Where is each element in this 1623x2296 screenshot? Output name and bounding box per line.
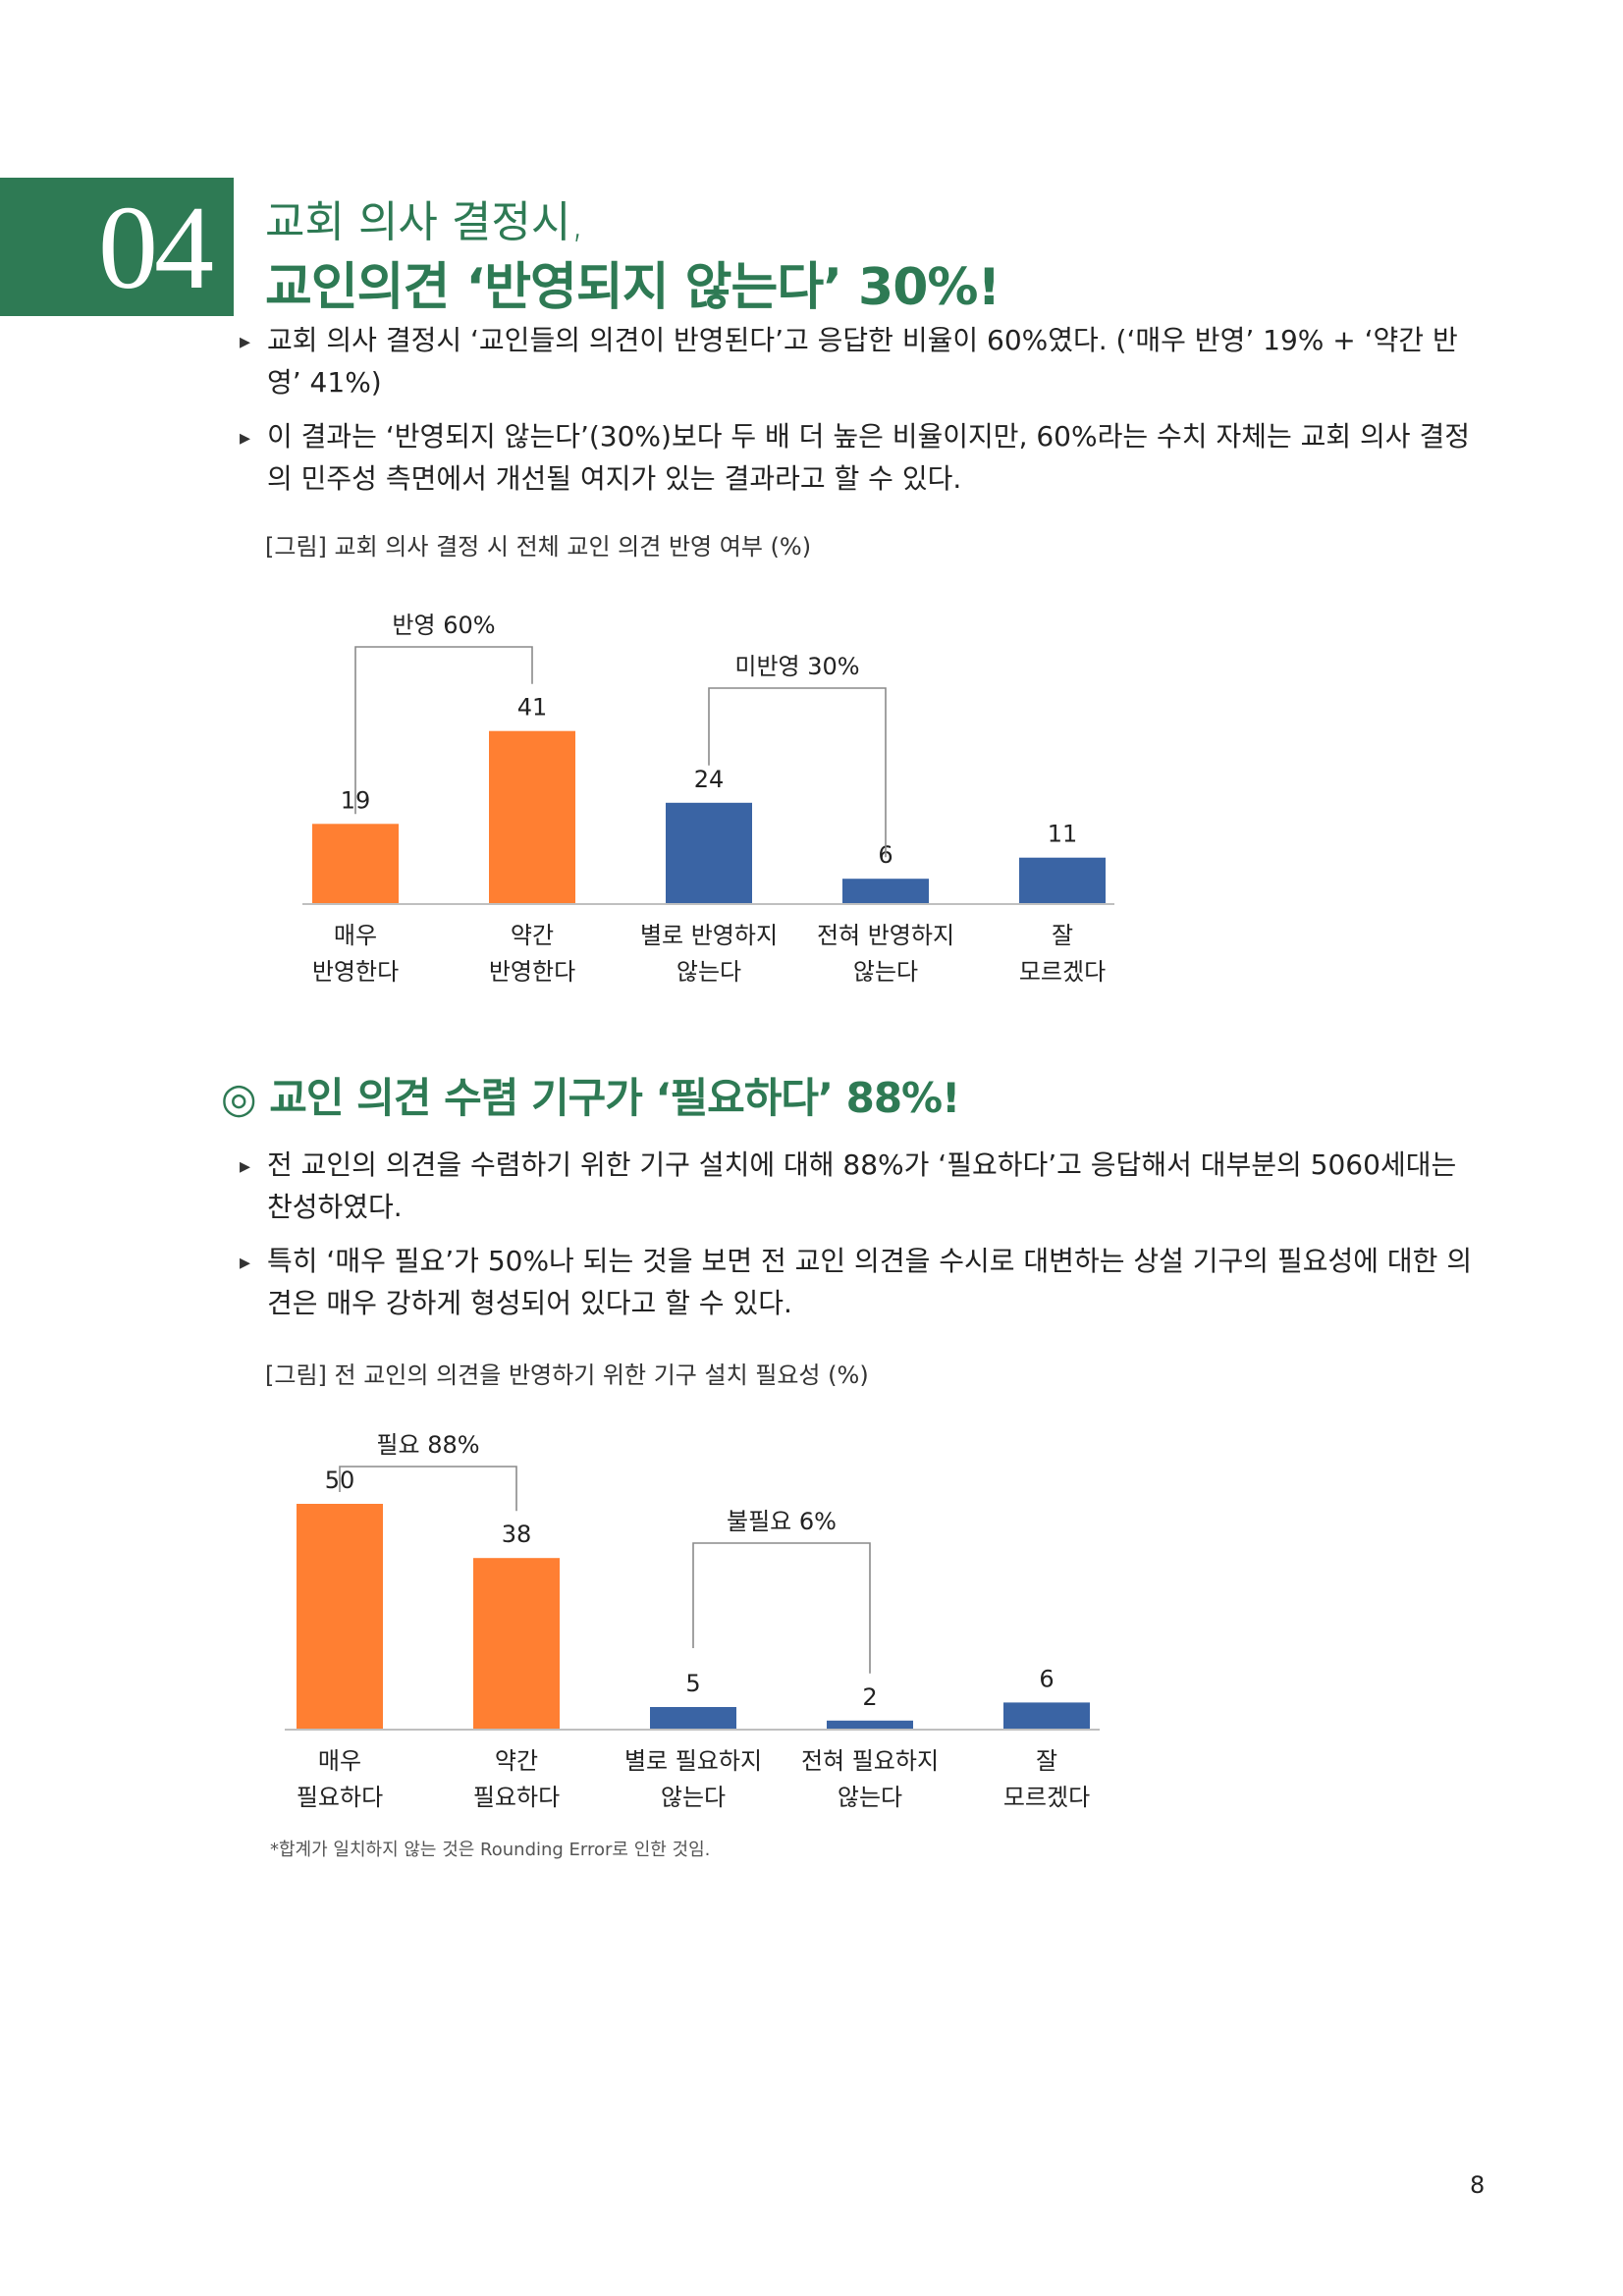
category-label: 필요하다 <box>473 1784 560 1811</box>
section-title-line1: 교회 의사 결정시, <box>265 197 585 247</box>
bullet-marker: ▸ <box>240 426 251 451</box>
chart-bar <box>842 879 929 904</box>
group-label: 반영 60% <box>392 612 495 639</box>
category-label: 모르겠다 <box>1019 958 1106 986</box>
category-label: 별로 반영하지 <box>640 922 778 949</box>
chart-caption: [그림] 전 교인의 의견을 반영하기 위한 기구 설치 필요성 (%) <box>265 1362 869 1389</box>
footnote: *합계가 일치하지 않는 것은 Rounding Error로 인한 것임. <box>270 1840 711 1860</box>
chart-bar <box>1019 857 1106 904</box>
section-title-line2: 교인의견 ‘반영되지 않는다’ 30%! <box>265 258 1001 317</box>
category-label: 매우 <box>318 1747 361 1775</box>
paragraph: 전 교인의 의견을 수렴하기 위한 기구 설치에 대해 88%가 ‘필요하다’고… <box>267 1148 1457 1223</box>
bullet-marker: ▸ <box>240 1251 251 1275</box>
category-label: 반영한다 <box>489 958 575 986</box>
chart-bar <box>312 824 399 904</box>
group-bracket <box>692 1542 871 1674</box>
bar-value-label: 24 <box>694 766 725 793</box>
category-label: 잘 <box>1052 922 1073 949</box>
category-label: 않는다 <box>661 1784 726 1811</box>
category-label: 않는다 <box>676 958 741 986</box>
chart-bar <box>489 730 575 904</box>
category-label: 매우 <box>334 922 377 949</box>
group-label: 불필요 6% <box>727 1508 837 1535</box>
category-label: 않는다 <box>853 958 918 986</box>
category-label: 모르겠다 <box>1003 1784 1090 1811</box>
category-label: 전혀 필요하지 <box>801 1747 939 1775</box>
paragraph: 이 결과는 ‘반영되지 않는다’(30%)보다 두 배 더 높은 비율이지만, … <box>267 420 1470 495</box>
chart-bar <box>827 1720 913 1730</box>
bullet-marker: ▸ <box>240 1154 251 1179</box>
section-number-block <box>0 178 234 316</box>
category-label: 않는다 <box>838 1784 902 1811</box>
category-label: 전혀 반영하지 <box>817 922 954 949</box>
bullet-marker: ▸ <box>240 330 251 354</box>
paragraph: 교회 의사 결정시 ‘교인들의 의견이 반영된다’고 응답한 비율이 60%였다… <box>267 324 1458 399</box>
chart-bar <box>666 802 752 904</box>
category-label: 약간 <box>495 1747 538 1775</box>
subheading: ◎ 교인 의견 수렴 기구가 ‘필요하다’ 88%! <box>221 1074 960 1122</box>
group-label: 필요 88% <box>376 1431 479 1459</box>
bar-value-label: 11 <box>1048 821 1078 848</box>
category-label: 반영한다 <box>312 958 399 986</box>
page-number: 8 <box>1470 2171 1486 2199</box>
group-label: 미반영 30% <box>734 653 859 680</box>
bar-value-label: 5 <box>685 1670 700 1697</box>
group-bracket <box>708 687 887 858</box>
chart-caption: [그림] 교회 의사 결정 시 전체 교인 의견 반영 여부 (%) <box>265 533 812 561</box>
category-label: 필요하다 <box>297 1784 383 1811</box>
group-bracket <box>339 1466 517 1512</box>
chart-bar <box>650 1707 736 1730</box>
bar-value-label: 2 <box>862 1683 877 1711</box>
paragraph: 특히 ‘매우 필요’가 50%나 되는 것을 보면 전 교인 의견을 수시로 대… <box>267 1245 1473 1319</box>
category-label: 잘 <box>1036 1747 1057 1775</box>
bar-value-label: 6 <box>1039 1665 1054 1692</box>
chart-bar <box>1003 1702 1090 1730</box>
section-number: 04 <box>98 182 214 314</box>
category-label: 별로 필요하지 <box>624 1747 762 1775</box>
chart-bar <box>473 1558 560 1730</box>
group-bracket <box>354 646 533 815</box>
chart-bar <box>297 1504 383 1730</box>
bar-value-label: 38 <box>502 1521 532 1548</box>
category-label: 약간 <box>511 922 554 949</box>
bar-value-label: 41 <box>517 694 548 721</box>
